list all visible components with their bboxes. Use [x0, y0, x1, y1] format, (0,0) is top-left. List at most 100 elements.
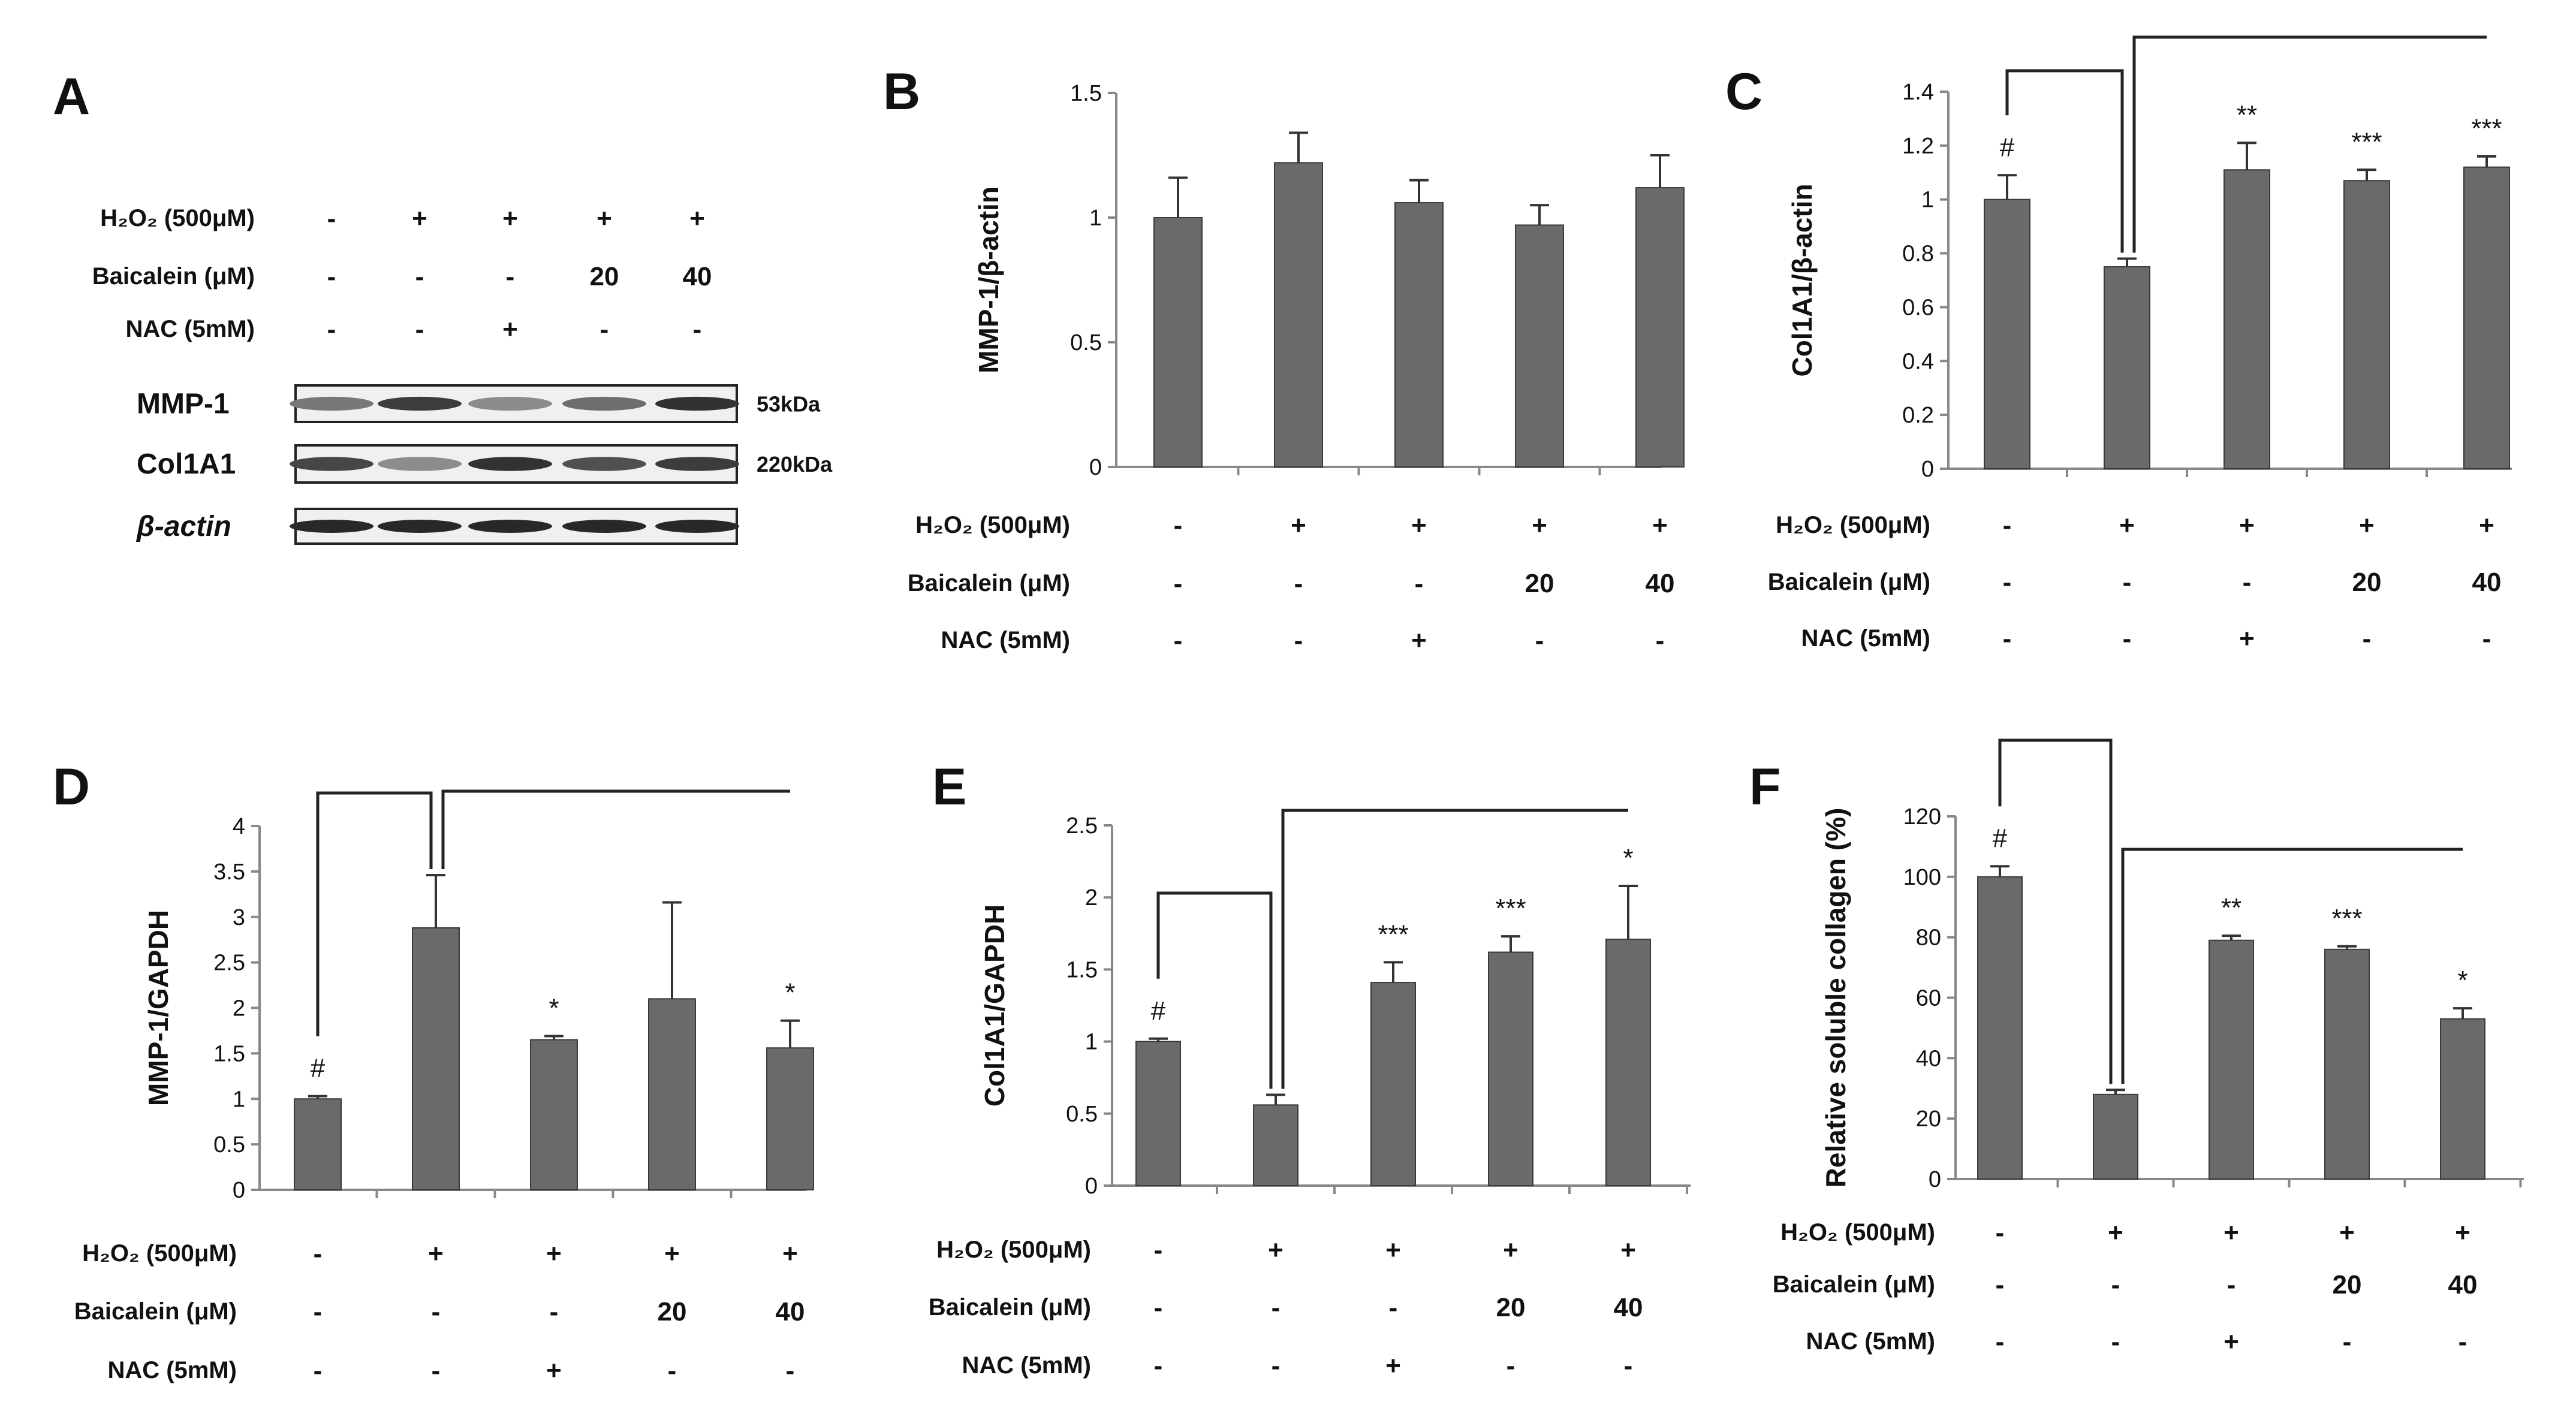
- chart-panel-f: 0 20 40 60 80 100 120 Relative soluble collagen…: [1773, 738, 2524, 1356]
- y-tick-label: 2: [1085, 885, 1098, 910]
- significance-mark: #: [311, 1054, 326, 1083]
- condition-value: -: [432, 1297, 441, 1326]
- condition-value: -: [2123, 624, 2132, 653]
- condition-value: -: [2243, 568, 2252, 597]
- y-axis-label-c: Col1A1/β-actin: [1786, 183, 1818, 376]
- condition-value: +: [2108, 1218, 2123, 1247]
- blot-condition-value: 40: [683, 262, 712, 291]
- y-tick-label: 100: [1903, 865, 1941, 890]
- panel-label-e: E: [932, 758, 966, 816]
- blot-condition-value: +: [502, 204, 518, 233]
- y-tick-label: 0.2: [1902, 403, 1934, 428]
- y-axis-label-d: MMP-1/GAPDH: [143, 910, 174, 1106]
- blot-band: [290, 519, 373, 533]
- blot-condition-value: +: [689, 204, 705, 233]
- y-tick-label: 1.5: [1070, 81, 1102, 106]
- condition-value: -: [2482, 624, 2491, 653]
- condition-value: +: [428, 1239, 444, 1268]
- condition-value: -: [1272, 1293, 1281, 1322]
- y-tick-label: 0: [1929, 1167, 1941, 1192]
- condition-value: 40: [2448, 1270, 2478, 1300]
- condition-row-label: NAC (5mM): [1806, 1328, 1935, 1355]
- condition-row-label: NAC (5mM): [962, 1352, 1091, 1379]
- condition-value: -: [1294, 626, 1303, 655]
- condition-row-label: H₂O₂ (500μM): [82, 1240, 237, 1267]
- condition-value: -: [314, 1239, 323, 1268]
- y-tick-label: 2.5: [213, 951, 245, 976]
- condition-value: -: [1535, 626, 1544, 655]
- bar-b-4: [1515, 224, 1564, 468]
- y-tick-label: 1: [233, 1087, 245, 1112]
- y-tick-label: 80: [1916, 925, 1941, 951]
- condition-value: -: [668, 1356, 677, 1385]
- bar-c-5: [2463, 166, 2510, 469]
- blot-band: [562, 519, 646, 533]
- condition-value: -: [1656, 626, 1665, 655]
- condition-value: -: [432, 1356, 441, 1385]
- condition-value: +: [2359, 511, 2375, 540]
- panel-label-f: F: [1749, 758, 1781, 816]
- condition-value: -: [2111, 1327, 2120, 1356]
- condition-row-label: H₂O₂ (500μM): [1776, 512, 1930, 538]
- condition-value: -: [2111, 1270, 2120, 1300]
- y-tick-label: 0.6: [1902, 295, 1934, 320]
- condition-value: +: [2224, 1218, 2239, 1247]
- condition-value: +: [2119, 511, 2135, 540]
- bar-c-3: [2224, 169, 2270, 469]
- condition-value: -: [1154, 1351, 1163, 1380]
- bar-d-2: [412, 927, 460, 1190]
- condition-value: +: [2479, 511, 2494, 540]
- significance-mark: *: [1623, 843, 1633, 873]
- condition-value: -: [1272, 1351, 1281, 1380]
- y-tick-label: 1.2: [1902, 134, 1934, 159]
- condition-value: +: [1532, 511, 1547, 540]
- y-tick-label: 1: [1085, 1030, 1098, 1055]
- condition-value: -: [2123, 568, 2132, 597]
- blot-band: [290, 396, 373, 411]
- condition-value: -: [1389, 1293, 1398, 1322]
- y-tick-label: 3: [233, 905, 245, 930]
- condition-row-label: Baicalein (μM): [908, 570, 1070, 596]
- blot-band: [655, 396, 739, 411]
- comparison-bracket: [1156, 891, 1273, 1089]
- condition-value: +: [2239, 624, 2255, 653]
- condition-value: 20: [2352, 568, 2382, 597]
- blot-condition-value: -: [600, 315, 609, 344]
- condition-row-label: Baicalein (μM): [1768, 569, 1930, 595]
- bar-d-3: [530, 1039, 578, 1191]
- condition-value: -: [2363, 624, 2372, 653]
- y-tick-label: 1.4: [1902, 80, 1934, 105]
- condition-value: +: [546, 1356, 562, 1385]
- blot-row-label: Baicalein (μM): [92, 263, 255, 290]
- blot-strips: MMP-1 53kDa Col1A1 220kDa β-actin: [135, 384, 833, 545]
- condition-value: -: [1174, 511, 1183, 540]
- blot-band: [468, 519, 552, 533]
- blot-band: [655, 457, 739, 471]
- condition-value: -: [2003, 624, 2012, 653]
- bar-e-3: [1370, 982, 1416, 1186]
- bar-c-2: [2104, 266, 2150, 469]
- blot-band: [290, 457, 373, 471]
- condition-value: 20: [2333, 1270, 2362, 1300]
- bar-f-3: [2209, 939, 2254, 1180]
- condition-value: -: [2003, 568, 2012, 597]
- condition-value: -: [1154, 1293, 1163, 1322]
- y-axis-label-b: MMP-1/β-actin: [973, 186, 1004, 373]
- blot-row-label: NAC (5mM): [125, 316, 255, 342]
- y-tick-label: 1.5: [213, 1041, 245, 1066]
- blot-condition-value: +: [412, 204, 427, 233]
- y-tick-label: 0.4: [1902, 349, 1934, 374]
- chart-panel-b: 0 0.5 1 1.5 MMP-1/β-actin H₂O₂ (500μM) - + + + + Ba…: [908, 81, 1685, 655]
- significance-mark: *: [549, 994, 559, 1023]
- bar-f-2: [2093, 1093, 2138, 1180]
- western-blot-panel: H₂O₂ (500μM) - + + + + Baicalein (μM) - - - 20 40 NA…: [92, 204, 833, 545]
- blot-band: [378, 457, 462, 471]
- y-tick-label: 1: [1089, 206, 1102, 231]
- bar-e-1: [1135, 1041, 1181, 1186]
- bar-f-4: [2324, 948, 2370, 1180]
- condition-value: +: [2339, 1218, 2355, 1247]
- y-axis-label-e: Col1A1/GAPDH: [979, 905, 1010, 1107]
- significance-mark: *: [2457, 966, 2467, 995]
- y-tick-label: 2.5: [1066, 813, 1098, 839]
- condition-value: 40: [776, 1297, 805, 1326]
